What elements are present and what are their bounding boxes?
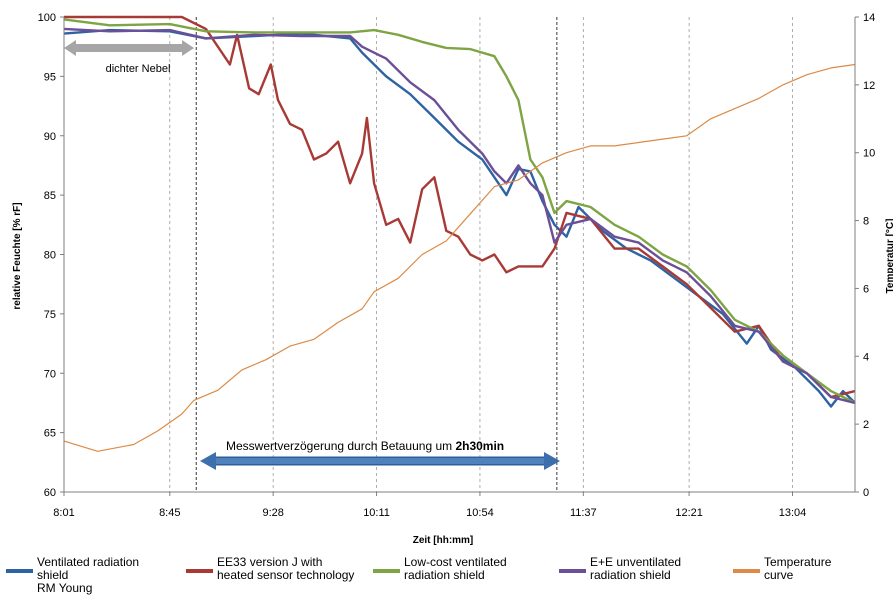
x-axis-title: Zeit [hh:mm] — [413, 535, 474, 546]
x-tick-label: 9:28 — [262, 507, 283, 519]
fog-label: dichter Nebel — [106, 63, 171, 75]
fog-arrow — [64, 40, 194, 56]
x-tick-label: 11:37 — [570, 507, 597, 519]
legend: Ventilated radiation shield RM Young EE3… — [0, 552, 893, 601]
legend-item-ventilated: Ventilated radiation shield RM Young — [6, 556, 139, 595]
y-tick-label: 65 — [44, 428, 56, 440]
legend-swatch — [373, 569, 400, 573]
y2-tick-label: 6 — [863, 283, 869, 295]
y2-tick-label: 2 — [863, 419, 869, 431]
series-line-1 — [64, 15, 856, 399]
y2-tick-label: 4 — [863, 351, 869, 363]
legend-label: Low-cost ventilated radiation shield — [404, 555, 507, 582]
y-tick-label: 85 — [44, 190, 56, 202]
series-line-3 — [63, 27, 856, 405]
x-tick-label: 8:01 — [53, 507, 74, 519]
legend-label: Temperature curve — [764, 555, 832, 582]
annotations: dichter Nebel Messwertverzögerung durch … — [64, 40, 560, 470]
series-line-2 — [63, 18, 856, 404]
axes: 60 65 70 75 80 85 90 95 100 0 2 4 6 8 10 12 14 8:01 8:45 9:… — [38, 12, 876, 519]
y-axis-title: relative Feuchte [% rF] — [12, 202, 23, 309]
x-tick-label: 12:21 — [675, 507, 703, 519]
legend-swatch — [733, 569, 760, 573]
y2-tick-label: 10 — [863, 148, 875, 160]
series-line-4 — [63, 63, 856, 452]
delay-label: Messwertverzögerung durch Betauung um 2h… — [226, 439, 504, 453]
legend-label: E+E unventilated radiation shield — [590, 555, 682, 582]
y-tick-label: 70 — [44, 368, 56, 380]
chart: 60 65 70 75 80 85 90 95 100 0 2 4 6 8 10 12 14 8:01 8:45 9:… — [12, 12, 893, 546]
grid — [63, 17, 793, 492]
delay-arrow — [200, 452, 560, 470]
legend-item-temperature: Temperature curve — [733, 556, 831, 582]
legend-item-lowcost: Low-cost ventilated radiation shield — [373, 556, 507, 582]
legend-label: EE33 version J with heated sensor techno… — [217, 555, 355, 582]
y-tick-label: 60 — [44, 487, 56, 499]
delay-label-bold: 2h30min — [455, 439, 504, 453]
legend-swatch — [559, 569, 586, 573]
legend-swatch — [6, 569, 33, 573]
series-line-0 — [63, 28, 856, 408]
y2-tick-label: 0 — [863, 487, 869, 499]
legend-item-ee33: EE33 version J with heated sensor techno… — [186, 556, 354, 582]
legend-swatch — [186, 569, 213, 573]
delay-label-text: Messwertverzögerung durch Betauung um — [226, 439, 455, 453]
y2-tick-label: 8 — [863, 216, 869, 228]
event-markers — [195, 17, 558, 492]
y-tick-label: 80 — [44, 250, 56, 262]
y-tick-label: 100 — [38, 12, 56, 24]
y-tick-label: 95 — [44, 71, 56, 83]
y-tick-label: 75 — [44, 309, 56, 321]
y2-tick-label: 14 — [863, 12, 875, 24]
x-tick-label: 10:11 — [363, 507, 390, 519]
x-tick-label: 8:45 — [159, 507, 180, 519]
x-tick-label: 13:04 — [779, 507, 807, 519]
legend-label: Ventilated radiation shield RM Young — [37, 555, 140, 595]
legend-item-ee-unventilated: E+E unventilated radiation shield — [559, 556, 681, 582]
y2-axis-title: Temperatur [°C] — [885, 219, 893, 294]
y2-tick-label: 12 — [863, 80, 875, 92]
y-tick-label: 90 — [44, 131, 56, 143]
series-layer — [63, 15, 856, 452]
x-tick-label: 10:54 — [466, 507, 494, 519]
